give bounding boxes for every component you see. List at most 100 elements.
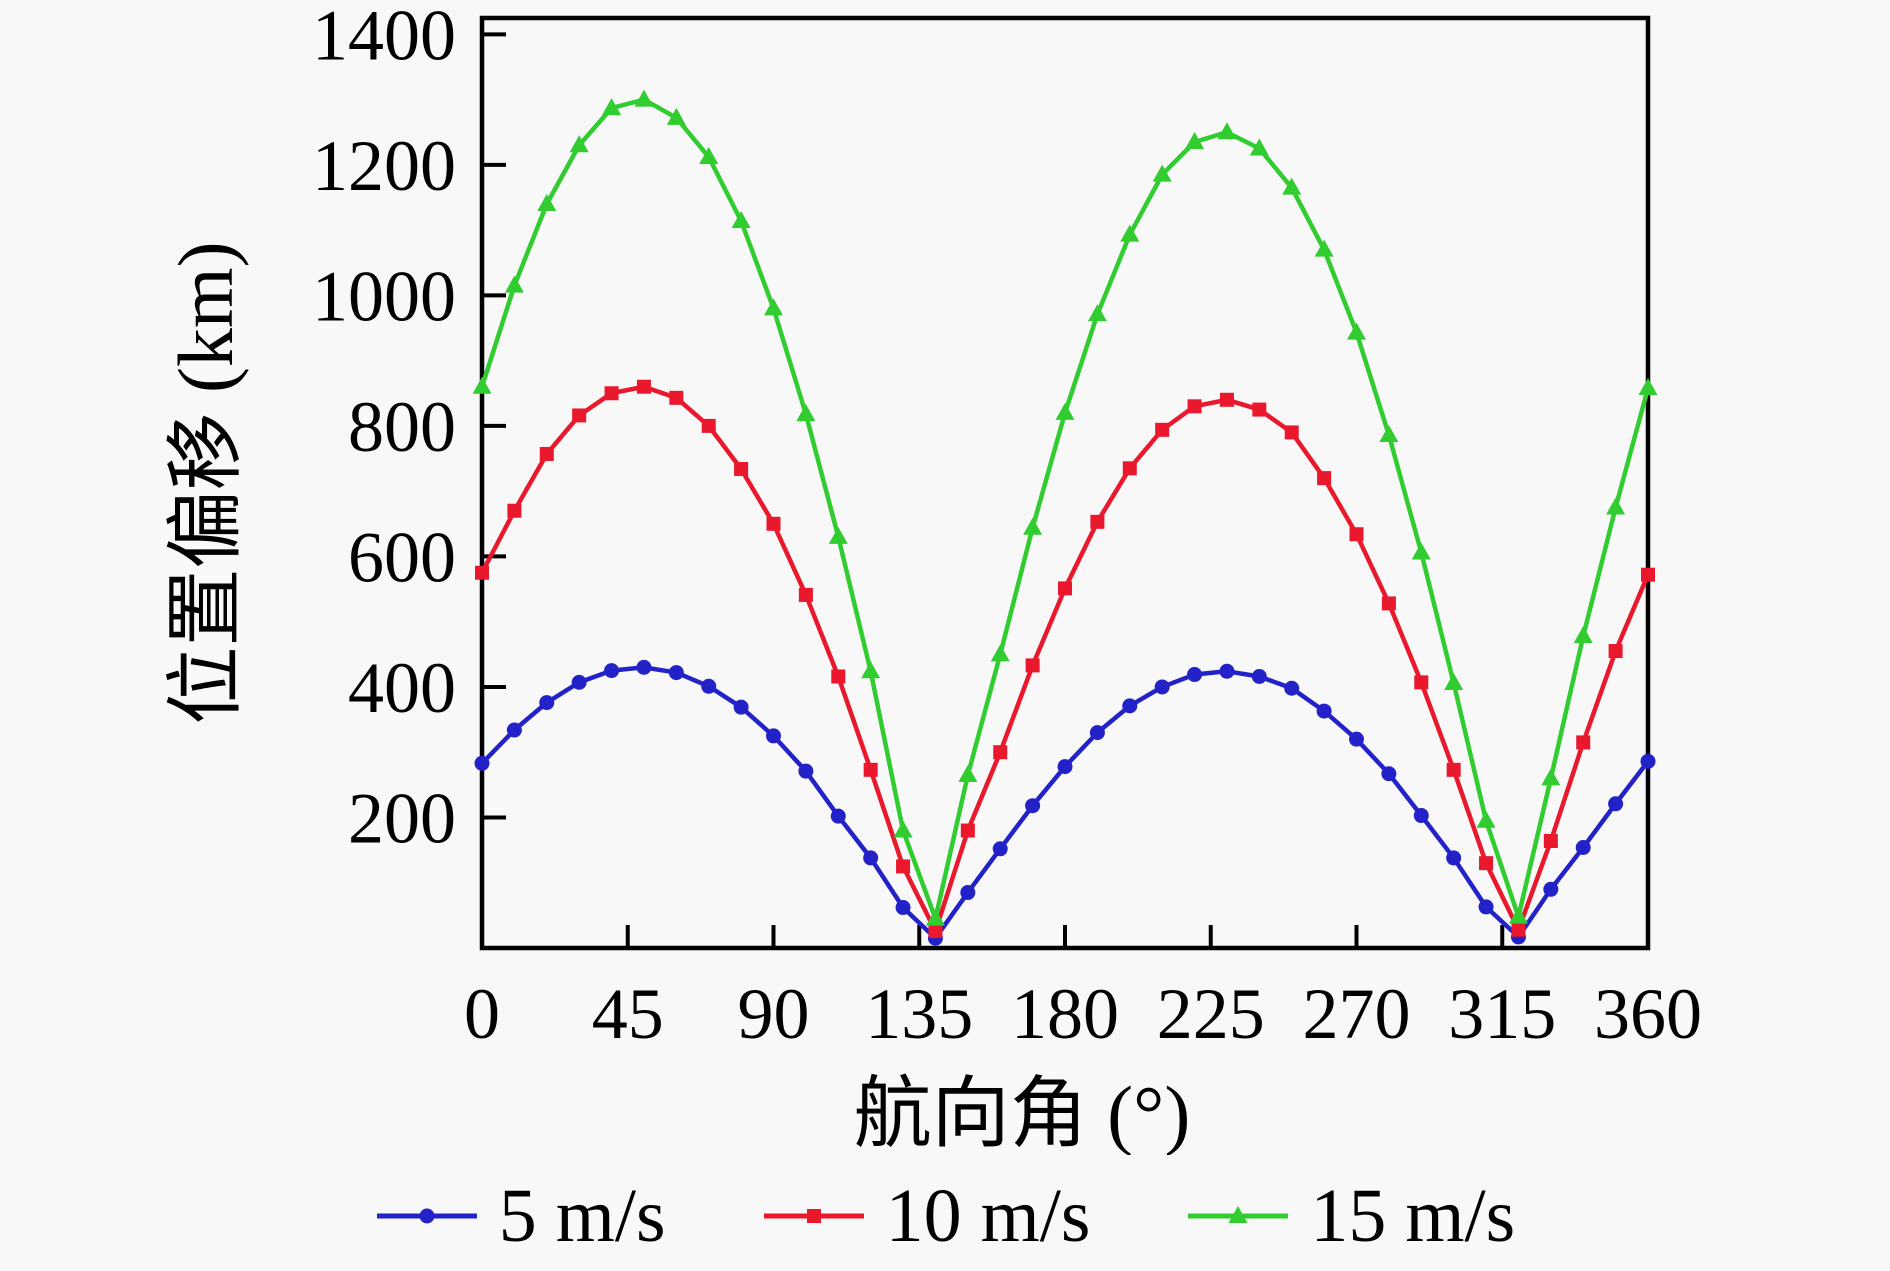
marker-circle [636, 659, 652, 675]
series-line-15-m-s [479, 97, 1651, 921]
marker-triangle [1411, 542, 1431, 560]
marker-square [896, 859, 911, 874]
legend: 5 m/s 10 m/s 15 m/s [0, 1178, 1890, 1254]
marker-triangle [1638, 378, 1658, 396]
y-tick-label: 1200 [312, 126, 456, 206]
y-tick-label: 400 [348, 648, 456, 728]
marker-circle [798, 763, 814, 779]
legend-label-5-m-s: 5 m/s [498, 1174, 666, 1258]
marker-triangle [1347, 322, 1366, 340]
marker-triangle [1541, 768, 1561, 786]
marker-square [636, 379, 651, 394]
marker-square [475, 565, 489, 580]
marker-triangle [1314, 239, 1334, 257]
marker-triangle [634, 89, 654, 107]
marker-triangle [504, 275, 524, 293]
marker-circle [863, 850, 879, 866]
marker-triangle [1055, 402, 1075, 420]
marker-circle [895, 900, 911, 916]
marker-square [766, 516, 781, 531]
marker-triangle [764, 298, 783, 316]
marker-triangle [1228, 1206, 1248, 1223]
marker-triangle [1185, 132, 1205, 149]
marker-circle [1154, 679, 1170, 695]
marker-triangle [1023, 517, 1043, 535]
marker-triangle [1508, 906, 1528, 924]
marker-square [1155, 422, 1170, 437]
marker-square [1284, 425, 1299, 440]
marker-triangle [828, 526, 848, 544]
legend-label-15-m-s: 15 m/s [1310, 1174, 1516, 1258]
legend-swatch-10-m-s [763, 1209, 864, 1223]
legend-swatch-15-m-s [1188, 1206, 1289, 1223]
marker-circle [766, 728, 781, 744]
marker-circle [1446, 850, 1462, 866]
marker-triangle [861, 661, 881, 679]
marker-circle [830, 808, 846, 824]
marker-triangle [699, 147, 719, 165]
marker-square [1414, 675, 1429, 690]
marker-circle [1478, 899, 1494, 915]
marker-square [604, 386, 619, 401]
marker-circle [1349, 731, 1364, 747]
marker-square [960, 823, 975, 838]
marker-circle [506, 722, 522, 738]
marker-square [1122, 461, 1137, 476]
marker-circle [1089, 725, 1105, 741]
marker-circle [1575, 839, 1591, 855]
marker-square [1381, 596, 1396, 611]
marker-circle [1608, 796, 1624, 812]
marker-triangle [1606, 497, 1626, 515]
y-tick-label: 600 [348, 517, 456, 597]
marker-triangle [1087, 304, 1107, 322]
y-tick-label: 1000 [312, 256, 456, 336]
marker-triangle [537, 194, 557, 211]
marker-square [1349, 527, 1364, 542]
y-tick-label: 200 [348, 778, 456, 858]
marker-square [669, 390, 684, 405]
marker-circle [1187, 667, 1203, 683]
marker-triangle [893, 820, 913, 838]
marker-circle [1057, 759, 1073, 775]
marker-square [928, 924, 943, 939]
marker-triangle [1152, 164, 1172, 182]
marker-square [1090, 514, 1105, 529]
marker-triangle [666, 107, 686, 125]
marker-circle [419, 1208, 435, 1224]
marker-square [1511, 922, 1526, 937]
plot-border [479, 15, 1651, 951]
marker-triangle [1573, 626, 1593, 644]
marker-circle [571, 674, 587, 690]
marker-square [1543, 833, 1558, 848]
marker-circle [1543, 881, 1559, 897]
marker-square [806, 1209, 821, 1223]
marker-circle [701, 678, 717, 694]
legend-item-15-m-s: 15 m/s [1186, 1178, 1515, 1254]
marker-square [1058, 581, 1072, 596]
marker-square [1187, 399, 1202, 414]
marker-triangle [1379, 425, 1399, 443]
marker-triangle [1444, 673, 1464, 691]
marker-triangle [602, 98, 622, 116]
marker-triangle [1476, 810, 1496, 828]
y-tick-label: 800 [348, 387, 456, 467]
marker-square [1576, 735, 1591, 750]
legend-label-10-m-s: 10 m/s [885, 1174, 1091, 1258]
marker-square [1252, 402, 1267, 417]
marker-triangle [990, 644, 1010, 662]
marker-circle [1025, 798, 1041, 814]
marker-circle [1219, 663, 1235, 679]
marker-square [572, 408, 587, 423]
marker-square [831, 669, 846, 684]
x-tick-label: 135 [865, 974, 973, 1054]
legend-item-10-m-s: 10 m/s [762, 1174, 1091, 1258]
x-tick-label: 45 [592, 974, 664, 1054]
marker-triangle [796, 404, 816, 422]
marker-circle [1413, 808, 1429, 824]
marker-triangle [1217, 122, 1237, 140]
marker-circle [992, 841, 1008, 857]
marker-triangle [1282, 177, 1302, 195]
x-tick-label: 90 [738, 974, 810, 1054]
marker-triangle [925, 908, 945, 926]
